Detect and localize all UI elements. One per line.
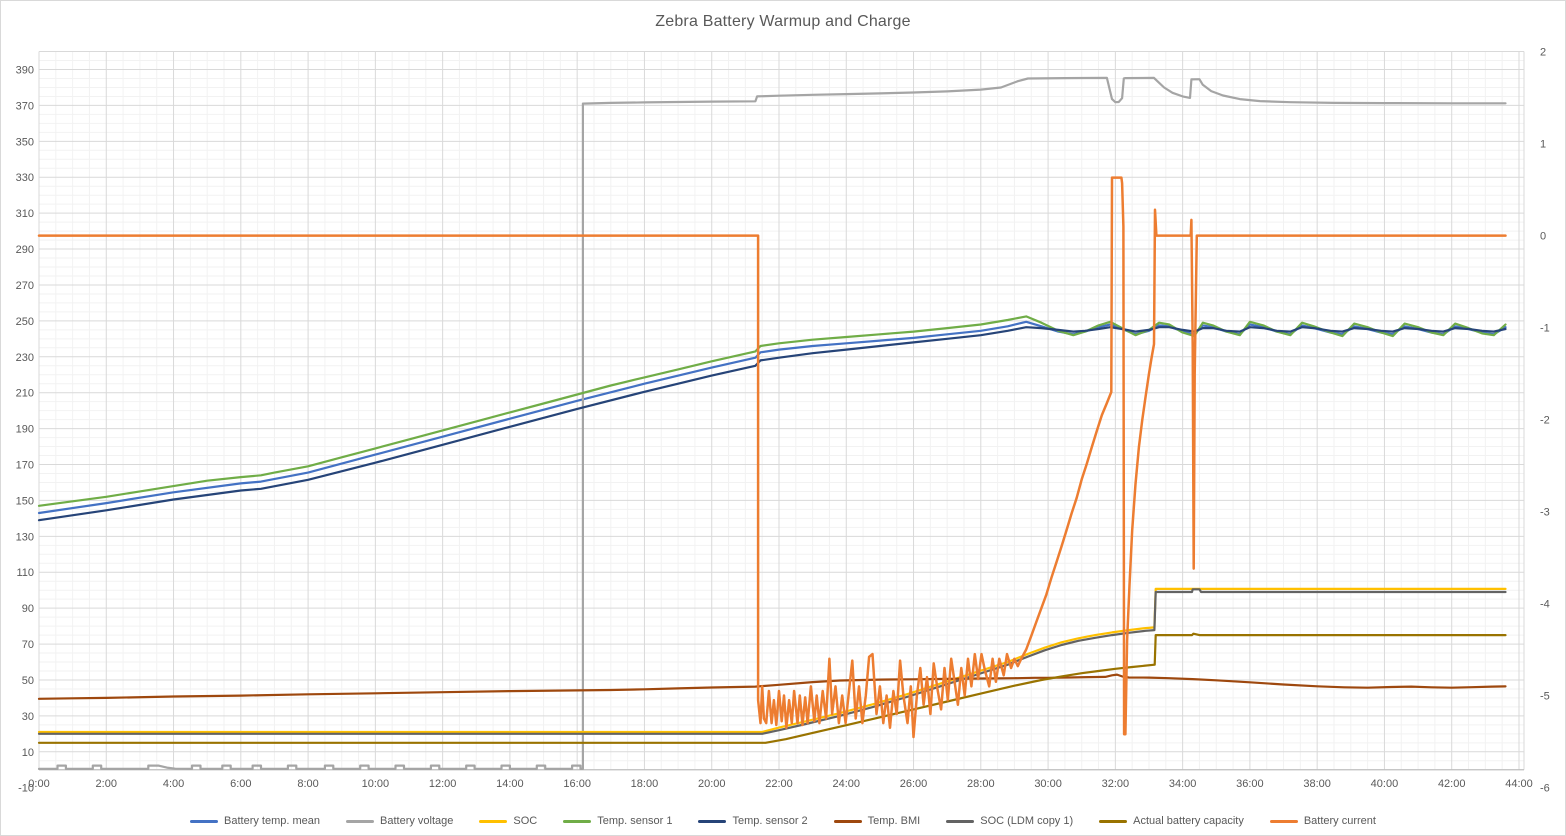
gridlines-major [38,51,1524,770]
x-tick-label: 30:00 [1034,778,1062,790]
legend-label: Battery temp. mean [224,815,321,827]
legend-label: Actual battery capacity [1133,815,1244,827]
legend-item-soc-ldm-copy-1[interactable]: SOC (LDM copy 1) [946,815,1073,827]
y-left-tick-label: 70 [22,639,34,651]
legend-item-temp-sensor-1[interactable]: Temp. sensor 1 [563,815,672,827]
legend-swatch [698,819,727,823]
y-left-tick-label: 230 [16,352,34,364]
y-left-tick-label: 250 [16,316,34,328]
y-left-tick-label: 90 [22,603,34,615]
y-right-tick-label: -6 [1540,783,1550,795]
legend-swatch [1269,819,1298,823]
x-tick-label: 14:00 [496,778,524,790]
y-left-tick-label: 110 [16,567,34,579]
x-tick-label: 6:00 [230,778,251,790]
x-tick-label: 42:00 [1438,778,1466,790]
legend-label: SOC (LDM copy 1) [980,815,1074,827]
y-left-tick-label: 190 [16,424,34,436]
y-left-tick-label: 330 [16,172,34,184]
axis-labels: 3903703503303102902702502302101901701501… [16,47,1550,795]
legend-label: Temp. BMI [867,815,921,827]
y-left-tick-label: 310 [16,208,34,220]
y-left-tick-label: 370 [16,100,34,112]
y-right-tick-label: -4 [1540,599,1550,611]
legend-item-actual-battery-capacity[interactable]: Actual battery capacity [1099,815,1244,827]
x-tick-label: 24:00 [832,778,860,790]
x-tick-label: 44:00 [1505,778,1533,790]
series-battery-voltage [37,76,1507,771]
y-right-tick-label: 1 [1540,139,1546,151]
legend-label: Temp. sensor 1 [597,815,673,827]
chart-legend: Battery temp. mean Battery voltage SOC Temp… [1,815,1565,827]
y-right-tick-label: -3 [1540,507,1550,519]
legend-item-battery-current[interactable]: Battery current [1269,815,1376,827]
x-tick-label: 16:00 [563,778,591,790]
y-left-tick-label: 170 [16,460,34,472]
y-left-tick-label: 390 [16,65,34,77]
y-left-tick-label: 290 [16,244,34,256]
y-left-tick-label: 350 [16,136,34,148]
y-left-tick-label: 150 [16,495,34,507]
y-left-tick-label: 10 [22,747,34,759]
series-soc [37,587,1507,734]
x-tick-label: 32:00 [1102,778,1130,790]
series-battery-current [37,176,1507,739]
x-tick-label: 2:00 [96,778,117,790]
legend-swatch [479,819,508,823]
x-tick-label: 8:00 [297,778,318,790]
y-left-tick-label: -10 [18,783,34,795]
gridlines-minor [39,51,1524,771]
legend-item-battery-voltage[interactable]: Battery voltage [346,815,453,827]
x-tick-label: 18:00 [631,778,659,790]
x-tick-label: 20:00 [698,778,726,790]
legend-swatch [833,819,862,823]
y-right-tick-label: 2 [1540,47,1546,59]
legend-swatch [563,819,592,823]
x-tick-label: 28:00 [967,778,995,790]
legend-item-soc[interactable]: SOC [479,815,537,827]
x-tick-label: 36:00 [1236,778,1264,790]
legend-swatch [346,819,375,823]
x-tick-label: 4:00 [163,778,184,790]
legend-item-battery-temp-mean[interactable]: Battery temp. mean [190,815,320,827]
series-temp-bmi [37,673,1507,700]
legend-label: SOC [513,815,538,827]
legend-label: Battery voltage [380,815,454,827]
x-tick-label: 12:00 [429,778,457,790]
x-tick-label: 10:00 [362,778,390,790]
chart-title: Zebra Battery Warmup and Charge [655,13,911,30]
y-right-tick-label: -1 [1540,323,1550,335]
series-battery-temp-mean [37,320,1507,515]
x-tick-label: 0:00 [28,778,49,790]
x-tick-label: 26:00 [900,778,928,790]
y-right-tick-label: -5 [1540,691,1550,703]
y-right-tick-label: 0 [1540,231,1546,243]
y-left-tick-label: 50 [22,675,34,687]
series-temp-sensor-2 [37,326,1507,522]
y-left-tick-label: 30 [22,711,34,723]
series-group [37,76,1507,771]
x-tick-label: 22:00 [765,778,793,790]
legend-label: Battery current [1303,815,1376,827]
y-left-tick-label: 210 [16,388,34,400]
y-right-tick-label: -2 [1540,415,1550,427]
series-temp-sensor-1 [37,315,1507,507]
y-left-tick-label: 130 [16,531,34,543]
plot-frame [38,51,1525,771]
legend-swatch [1099,819,1128,823]
x-tick-label: 34:00 [1169,778,1197,790]
x-tick-label: 40:00 [1371,778,1399,790]
legend-swatch [190,819,219,823]
y-left-tick-label: 270 [16,280,34,292]
series-actual-battery-capacity [37,632,1507,744]
x-tick-label: 38:00 [1303,778,1331,790]
legend-item-temp-bmi[interactable]: Temp. BMI [833,815,921,827]
legend-item-temp-sensor-2[interactable]: Temp. sensor 2 [698,815,808,827]
legend-swatch [946,819,975,823]
legend-label: Temp. sensor 2 [732,815,808,827]
